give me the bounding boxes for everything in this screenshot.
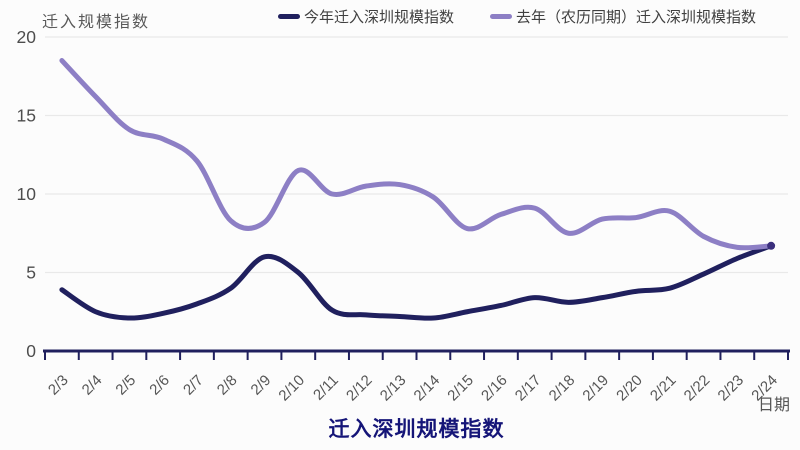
legend-item-this-year[interactable]: 今年迁入深圳规模指数 [278,6,454,26]
x-tick-label: 2/22 [681,372,714,405]
x-tick-label: 2/7 [180,372,207,399]
y-tick-label: 5 [26,263,36,283]
x-tick-label: 2/6 [146,372,173,399]
x-tick-label: 2/8 [214,372,241,399]
legend-label-last-year: 去年（农历同期）迁入深圳规模指数 [516,8,757,26]
this-year-line [59,243,774,321]
y-tick-label: 20 [17,27,37,47]
x-tick-label: 2/20 [613,372,646,405]
x-tick-label: 2/5 [112,372,139,399]
legend-label-this-year: 今年迁入深圳规模指数 [304,8,455,26]
x-tick-label: 2/12 [343,372,376,405]
legend: 今年迁入深圳规模指数 去年（农历同期）迁入深圳规模指数 [0,6,800,28]
x-tick-label: 2/11 [310,372,342,404]
y-tick-label: 15 [17,106,36,126]
x-tick-label: 2/21 [647,372,680,405]
y-tick-label: 0 [26,341,36,361]
x-tick-label: 2/23 [714,372,747,405]
line-marker-icon [278,13,300,19]
legend-item-last-year[interactable]: 去年（农历同期）迁入深圳规模指数 [490,6,756,26]
x-tick-label: 2/15 [444,372,477,405]
x-tick-label: 2/9 [248,372,275,399]
endpoint-dot [767,241,776,250]
x-tick-label: 2/16 [478,372,511,405]
y-tick-label: 10 [17,184,37,204]
x-tick-label: 2/17 [512,372,545,405]
chart-title: 迁入深圳规模指数 [328,418,505,441]
x-axis-title: 日期 [757,397,790,414]
x-tick-label: 2/10 [275,372,308,405]
x-tick-label: 2/18 [546,372,579,405]
last-year-line [59,58,774,251]
x-tick-label: 2/19 [579,372,612,405]
x-tick-label: 2/4 [79,372,106,399]
y-axis-title: 迁入规模指数 [42,14,151,31]
x-tick-label: 2/14 [411,372,444,405]
x-tick-label: 2/3 [45,372,72,399]
x-tick-label: 2/13 [377,372,410,405]
line-marker-icon [490,13,512,19]
